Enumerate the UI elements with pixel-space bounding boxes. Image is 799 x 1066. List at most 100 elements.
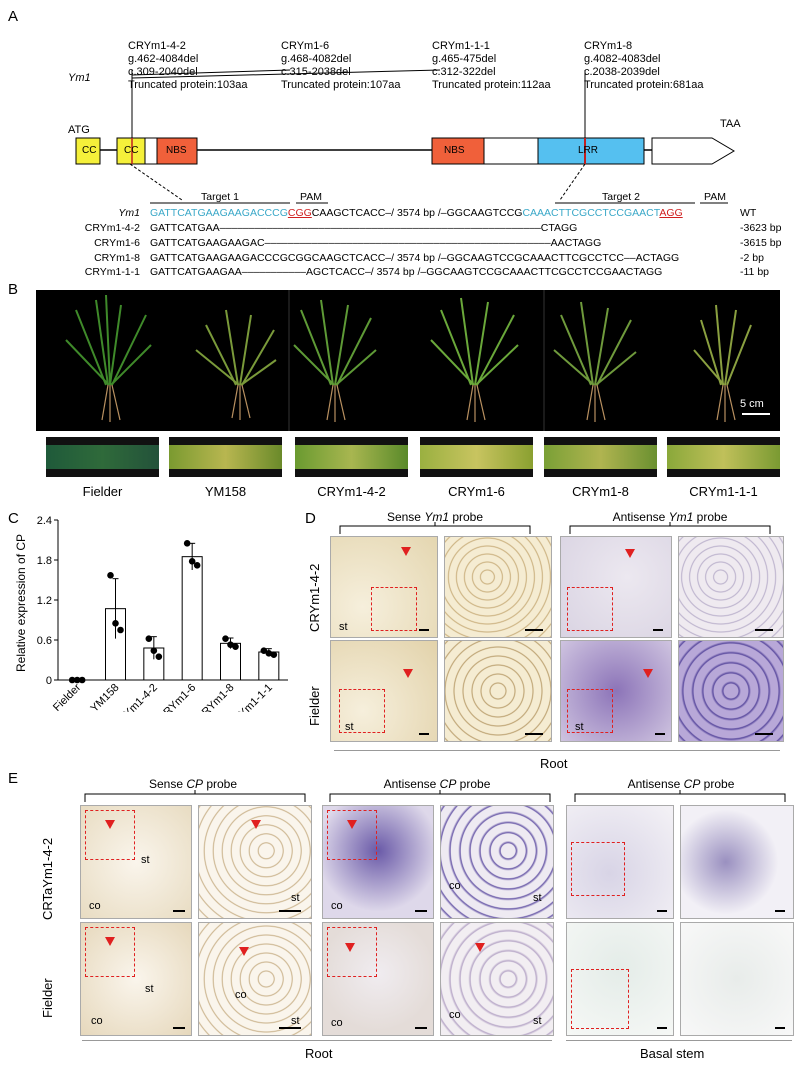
d-micro-sense-fielder-low: st [330,640,438,742]
cc-domain-2: CC [124,145,139,156]
d-zoom-box [567,689,613,733]
d-row-label-1: CRYm1-4-2 [307,563,322,632]
e-scalebar [173,1027,185,1029]
e-scalebar [415,1027,427,1029]
d-micro-anti-cry-low [560,536,672,638]
e-co-label: co [89,900,101,912]
seq-note-cry8: -2 bp [740,252,764,264]
cc-domain-1: CC [82,145,97,156]
e-micro-anti-fielder-low: co [322,922,434,1036]
e-arrowhead [475,943,485,952]
y-tick-label: 0 [46,675,52,687]
e-scalebar [657,1027,667,1029]
data-point-2-2 [155,653,163,660]
e-arrowhead [345,943,355,952]
seq-name-ym1: Ym1 [118,207,140,219]
seq-name-cry4-2: CRYm1-4-2 [84,222,140,234]
e-footer-root: Root [305,1046,333,1061]
d-st-label: st [345,721,354,733]
data-point-0-2 [78,676,86,684]
leaf-ym158 [169,437,282,477]
chart-ylabel: Relative expression of CP [14,533,28,672]
plant-cry4-2 [293,299,377,386]
plant-cry1-1 [693,304,752,386]
x-tick-label-1: YM158 [88,682,121,712]
x-tick-label-4: CRYm1-8 [194,682,236,712]
d-footer-line [334,750,780,751]
seq-name-cry8: CRYm1-8 [94,252,140,264]
e-st-label: st [533,1015,542,1027]
e-zoom-box [327,810,377,860]
plant-cry6 [430,297,519,386]
data-point-1-0 [107,572,114,579]
d-zoom-box [371,587,417,631]
d-micro-sense-fielder-high [444,640,552,742]
y-tick-label: 0.6 [37,635,52,647]
data-point-4-0 [222,635,229,642]
panel-c-letter: C [8,510,19,527]
e-zoom-box [571,969,629,1029]
leaf-fielder [46,437,159,477]
mutation-label-cry8: CRYm1-8 g.4082-4083del c.2038-2039del Trunc… [584,40,704,91]
e-arrowhead [239,947,249,956]
genotype-label-4: CRYm1-8 [572,484,629,499]
plant-photo-panel: 5 cm [36,290,780,431]
d-micro-anti-fielder-low: st [560,640,672,742]
d-micro-sense-cry-low: st [330,536,438,638]
data-point-1-1 [112,620,119,627]
e-row-label-2: Fielder [40,978,55,1018]
x-tick-label-0: Fielder [51,681,83,712]
e-zoom-box [85,927,135,977]
gene-structure-diagram [75,69,735,204]
e-zoom-box [571,842,625,896]
e-row-label-1: CRTaYm1-4-2 [40,837,55,920]
data-point-1-2 [117,626,124,634]
e-micro-sense-cry-low: st co [80,805,192,919]
seq-note-wt: WT [740,207,757,219]
data-point-0-1 [73,676,81,684]
nbs-domain-1: NBS [166,145,187,156]
data-point-5-1 [265,650,273,657]
seq-name-cry6: CRYm1-6 [94,237,140,249]
genotype-label-2: CRYm1-4-2 [317,484,386,499]
mutation-label-cry6: CRYm1-6 g.468-4082del c.315-2038del Truncat… [281,40,401,91]
e-micro-sense-fielder-high: co st [198,922,312,1036]
data-point-3-0 [183,540,191,547]
bar-3 [181,556,203,681]
e-micro-anti-cry-low: co [322,805,434,919]
e-micro-stem-cry-low [566,805,674,919]
e-scalebar [279,1027,301,1029]
d-zoom-box [567,587,613,631]
d-arrowhead [403,669,413,678]
plant-cry8 [553,301,637,386]
e-brackets [84,790,786,802]
d-antisense-probe-label: Antisense Ym1 probe [612,510,728,524]
e-scalebar [775,910,785,912]
d-row-label-2: Fielder [307,686,322,726]
e-sense-probe-label: Sense CP probe [148,777,238,791]
e-co-label: co [449,880,461,892]
d-scalebar [525,733,543,735]
e-arrowhead [105,937,115,946]
d-scalebar [525,629,543,631]
e-st-label: st [141,854,150,866]
e-st-label: st [291,1015,300,1027]
seq-note-cry6: -3615 bp [740,237,782,249]
d-scalebar [655,733,665,735]
leaf-cry4-2 [295,437,408,477]
data-point-3-2 [193,562,201,569]
gene-label-ym1: Ym1 [68,72,91,84]
d-arrowhead [401,547,411,556]
data-point-5-2 [270,651,278,658]
d-scalebar [419,629,429,631]
e-micro-sense-cry-high: st [198,805,312,919]
e-antisense-probe-label: Antisense CP probe [383,777,491,791]
scale-label: 5 cm [740,398,764,410]
e-st-label: st [533,892,542,904]
d-scalebar [653,629,663,631]
e-arrowhead [251,820,261,829]
target1-label: Target 1 [201,191,239,203]
e-co-label: co [449,1009,461,1021]
panel-a-letter: A [8,8,19,25]
